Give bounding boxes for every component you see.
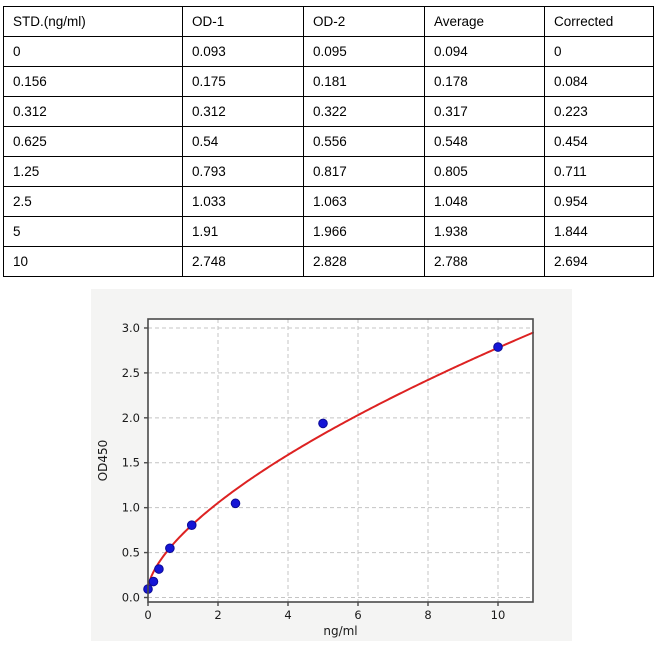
x-axis-label: ng/ml	[323, 624, 357, 638]
table-row: 0.625 0.54 0.556 0.548 0.454	[3, 126, 654, 157]
plot-border	[147, 318, 534, 603]
table-row: 2.5 1.033 1.063 1.048 0.954	[3, 186, 654, 217]
cell-od1: 1.91	[182, 216, 304, 247]
column-header-average: Average	[424, 6, 545, 37]
cell-std: 0.312	[3, 96, 183, 127]
cell-od1: 0.312	[182, 96, 304, 127]
cell-od2: 0.817	[303, 156, 425, 187]
data-point	[154, 564, 164, 574]
cell-average: 0.548	[424, 126, 545, 157]
cell-average: 0.317	[424, 96, 545, 127]
cell-std: 10	[3, 246, 183, 277]
cell-corrected: 1.844	[544, 216, 654, 247]
column-header-od2: OD-2	[303, 6, 425, 37]
y-tick-label: 0.5	[122, 546, 140, 560]
cell-average: 0.094	[424, 36, 545, 67]
y-tick-label: 1.5	[122, 456, 140, 470]
fit-curve-line	[147, 331, 534, 590]
cell-average: 0.178	[424, 66, 545, 97]
table-row: 0 0.093 0.095 0.094 0	[3, 36, 654, 67]
table-row: 0.156 0.175 0.181 0.178 0.084	[3, 66, 654, 97]
cell-od1: 0.093	[182, 36, 304, 67]
y-axis-label: OD450	[96, 440, 110, 482]
y-tick-label: 0.0	[122, 591, 140, 605]
data-point	[230, 498, 241, 509]
cell-std: 0	[3, 36, 183, 67]
cell-corrected: 0.711	[544, 156, 654, 187]
data-point	[165, 543, 175, 554]
y-tick-label: 2.0	[122, 411, 140, 425]
cell-std: 0.625	[3, 126, 183, 157]
data-point	[318, 418, 328, 429]
x-tick-label: 8	[424, 608, 431, 622]
y-tick-label: 3.0	[122, 321, 140, 335]
cell-od1: 0.175	[182, 66, 304, 97]
cell-od2: 0.556	[303, 126, 425, 157]
cell-od1: 2.748	[182, 246, 304, 277]
cell-od1: 0.793	[182, 156, 304, 187]
x-tick-label: 0	[144, 608, 151, 622]
x-tick-label: 2	[214, 608, 221, 622]
y-tick-label: 1.0	[122, 501, 140, 515]
y-tick-label: 2.5	[122, 366, 140, 380]
cell-std: 2.5	[3, 186, 183, 217]
cell-average: 2.788	[424, 246, 545, 277]
column-header-std: STD.(ng/ml)	[3, 6, 183, 37]
cell-od2: 0.322	[303, 96, 425, 127]
cell-average: 1.938	[424, 216, 545, 247]
cell-od1: 1.033	[182, 186, 304, 217]
table-row: 0.312 0.312 0.322 0.317 0.223	[3, 96, 654, 127]
x-tick-label: 10	[491, 608, 506, 622]
plot-area	[148, 319, 533, 602]
cell-corrected: 0	[544, 36, 654, 67]
x-tick-label: 4	[284, 608, 291, 622]
cell-average: 0.805	[424, 156, 545, 187]
cell-std: 5	[3, 216, 183, 247]
table-header-row: STD.(ng/ml) OD-1 OD-2 Average Corrected	[3, 6, 654, 37]
cell-corrected: 0.454	[544, 126, 654, 157]
standard-curve-plot: 0 2 4 6 8 10 0.0 0.5 1.0 1.5 2.0 2.5 3.0 ng/ml OD450	[96, 318, 534, 638]
cell-std: 1.25	[3, 156, 183, 187]
standard-curve-chart: 0 2 4 6 8 10 0.0 0.5 1.0 1.5 2.0 2.5 3.0 ng/ml OD450	[91, 289, 572, 641]
cell-corrected: 0.084	[544, 66, 654, 97]
table-row: 1.25 0.793 0.817 0.805 0.711	[3, 156, 654, 187]
x-tick-label: 6	[354, 608, 361, 622]
data-point	[493, 342, 503, 352]
table-row: 10 2.748 2.828 2.788 2.694	[3, 246, 654, 277]
cell-average: 1.048	[424, 186, 545, 217]
cell-od2: 1.966	[303, 216, 425, 247]
table-row: 5 1.91 1.966 1.938 1.844	[3, 216, 654, 247]
cell-od2: 0.181	[303, 66, 425, 97]
column-header-od1: OD-1	[182, 6, 304, 37]
cell-corrected: 2.694	[544, 246, 654, 277]
data-point	[186, 520, 197, 530]
cell-od2: 1.063	[303, 186, 425, 217]
data-point	[148, 576, 159, 587]
cell-od2: 0.095	[303, 36, 425, 67]
standard-data-table: STD.(ng/ml) OD-1 OD-2 Average Corrected …	[3, 6, 654, 277]
cell-corrected: 0.954	[544, 186, 654, 217]
cell-od1: 0.54	[182, 126, 304, 157]
cell-corrected: 0.223	[544, 96, 654, 127]
cell-od2: 2.828	[303, 246, 425, 277]
column-header-corrected: Corrected	[544, 6, 654, 37]
cell-std: 0.156	[3, 66, 183, 97]
